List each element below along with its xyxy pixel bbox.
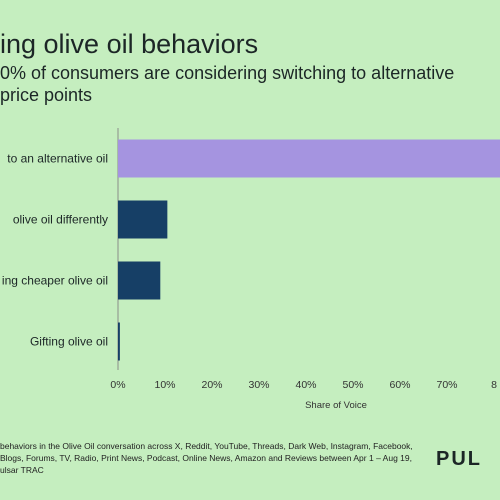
x-tick-label: 10% <box>154 379 175 391</box>
category-label: olive oil differently <box>13 213 108 227</box>
x-tick-label: 20% <box>201 379 222 391</box>
x-tick-label: 70% <box>436 379 457 391</box>
source-note: behaviors in the Olive Oil conversation … <box>0 440 440 476</box>
bar <box>118 322 120 361</box>
category-label: ing cheaper olive oil <box>2 274 108 288</box>
source-note-line-2: Blogs, Forums, TV, Radio, Print News, Po… <box>0 453 412 463</box>
bar-chart: to an alternative oil olive oil different… <box>2 128 500 411</box>
subtitle-line-1: 0% of consumers are considering switchin… <box>0 63 455 83</box>
brand-logo: PUL <box>436 448 482 470</box>
category-label: Gifting olive oil <box>30 335 108 349</box>
x-tick-label: 30% <box>248 379 269 391</box>
source-note-line-3: ulsar TRAC <box>0 465 44 475</box>
x-axis-label: Share of Voice <box>305 400 367 411</box>
chart-subtitle: 0% of consumers are considering switchin… <box>0 62 500 106</box>
chart-title: ing olive oil behaviors <box>0 29 259 59</box>
x-tick-label: 60% <box>389 379 410 391</box>
x-tick-label: 50% <box>342 379 363 391</box>
x-tick-label: 8 <box>491 379 497 391</box>
x-tick-label: 40% <box>295 379 316 391</box>
bar <box>118 139 500 178</box>
bar <box>118 200 168 239</box>
subtitle-line-2: price points <box>0 85 93 105</box>
source-note-line-1: behaviors in the Olive Oil conversation … <box>0 441 413 451</box>
bar <box>118 261 161 300</box>
x-tick-label: 0% <box>110 379 125 391</box>
category-label: to an alternative oil <box>7 152 108 166</box>
